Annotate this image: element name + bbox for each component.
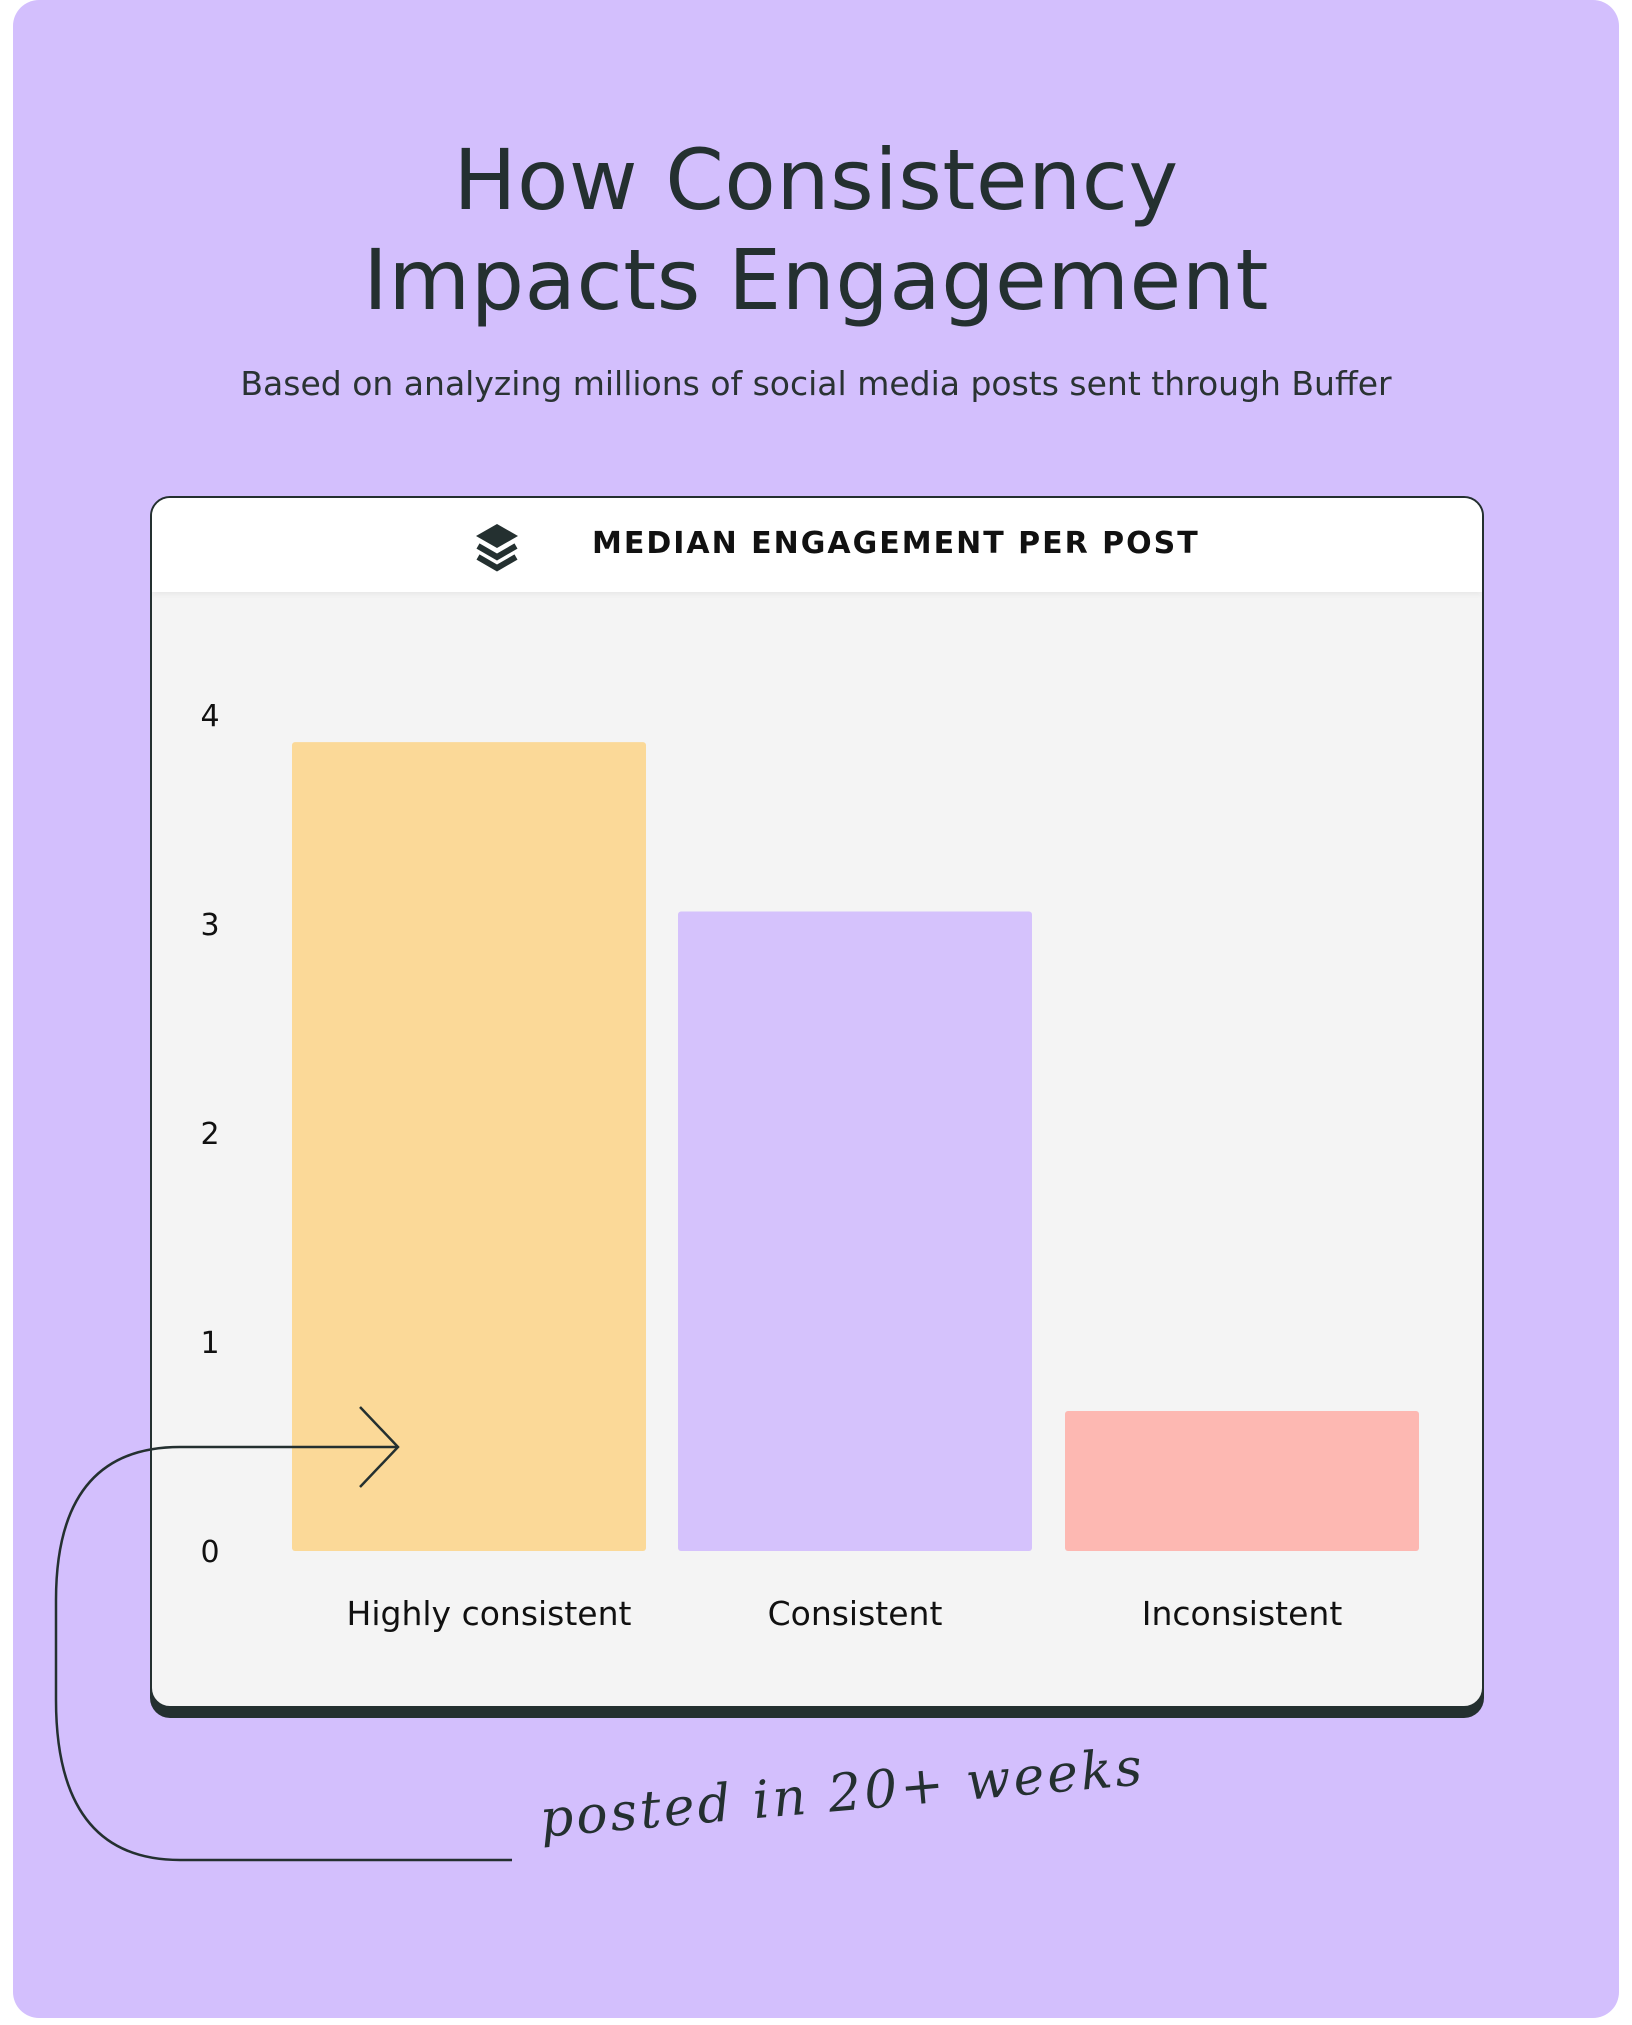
x-tick-label: Highly consistent bbox=[347, 1594, 632, 1633]
buffer-stack-icon bbox=[476, 524, 518, 572]
bar-inconsistent bbox=[1065, 1410, 1419, 1551]
bar-consistent bbox=[678, 911, 1032, 1551]
bar-highly-consistent bbox=[292, 742, 646, 1551]
chart-title: MEDIAN ENGAGEMENT PER POST bbox=[592, 526, 1200, 561]
subtitle: Based on analyzing millions of social me… bbox=[240, 364, 1392, 403]
x-tick-label: Consistent bbox=[768, 1594, 943, 1633]
arrowhead-icon bbox=[359, 1406, 400, 1488]
page-title: How Consistency Impacts Engagement bbox=[0, 130, 1632, 330]
bar-chart: 0 1 2 3 4 Highly consistent Consistent Inconsis… bbox=[200, 699, 1419, 1633]
chart-header: MEDIAN ENGAGEMENT PER POST bbox=[152, 498, 1482, 592]
y-tick-label: 0 bbox=[200, 1535, 219, 1570]
title-line-1: How Consistency bbox=[453, 131, 1179, 229]
y-tick-label: 1 bbox=[200, 1326, 219, 1361]
chart-card: MEDIAN ENGAGEMENT PER POST 0 1 2 3 4 Highly c… bbox=[150, 496, 1484, 1708]
x-tick-label: Inconsistent bbox=[1142, 1594, 1343, 1633]
title-line-2: Impacts Engagement bbox=[363, 231, 1269, 329]
y-tick-label: 4 bbox=[200, 699, 219, 734]
y-tick-label: 3 bbox=[200, 908, 219, 943]
y-tick-label: 2 bbox=[200, 1117, 219, 1152]
